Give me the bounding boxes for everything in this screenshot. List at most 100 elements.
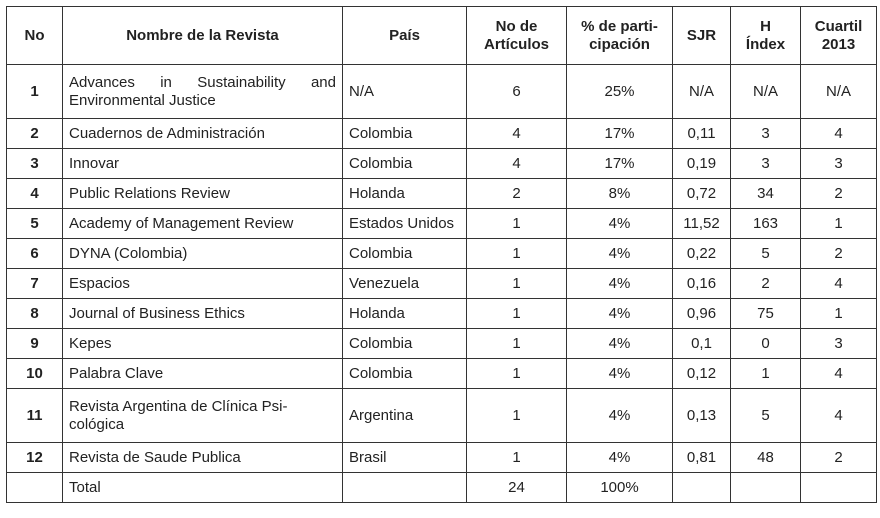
table-cell: 11 [6,388,63,443]
table-row: 1 Advances in Sustainability and Environm… [6,64,877,119]
table-cell: 5 [6,208,63,239]
table-row: 9 Kepes Colombia 1 4% 0,1 0 3 [6,328,877,359]
table-cell: Academy of Management Review [62,208,343,239]
table-cell [342,472,467,503]
table-cell: 8% [566,178,673,209]
table-cell: 0,1 [672,328,731,359]
column-header: H Índex [730,6,801,65]
table-cell: 3 [6,148,63,179]
column-header: Nombre de la Revista [62,6,343,65]
table-cell: Total [62,472,343,503]
table-row: 2 Cuadernos de Administración Colombia 4 17%… [6,118,877,149]
journal-table: No Nombre de la Revista País No de Artículo… [6,6,877,503]
table-cell: 1 [466,208,567,239]
table-cell: 5 [730,388,801,443]
table-cell: 1 [466,298,567,329]
table-cell: 0,13 [672,388,731,443]
table-cell: Revista Argentina de Clínica Psi- cológi… [62,388,343,443]
table-cell: 0,72 [672,178,731,209]
table-cell: 4 [466,148,567,179]
table-cell: N/A [730,64,801,119]
table-cell: Holanda [342,178,467,209]
table-cell: 4% [566,442,673,473]
table-row: Total 24 100% [6,472,877,503]
header-row: No Nombre de la Revista País No de Artículo… [6,6,877,65]
table-cell: Colombia [342,148,467,179]
table-row: 5 Academy of Management Review Estados Uni… [6,208,877,239]
column-header: No de Artículos [466,6,567,65]
table-cell: 0,16 [672,268,731,299]
column-header: Cuartil 2013 [800,6,877,65]
table-row: 8 Journal of Business Ethics Holanda 1 4% 0,9… [6,298,877,329]
table-cell: 0,81 [672,442,731,473]
table-cell: 0,11 [672,118,731,149]
table-cell: 4 [800,388,877,443]
table-row: 10 Palabra Clave Colombia 1 4% 0,12 1 4 [6,358,877,389]
table-cell: 1 [800,298,877,329]
table-cell: 48 [730,442,801,473]
table-cell [730,472,801,503]
table-cell: 4 [800,118,877,149]
table-row: 7 Espacios Venezuela 1 4% 0,16 2 4 [6,268,877,299]
table-cell: 1 [466,328,567,359]
column-header: País [342,6,467,65]
table-cell: 24 [466,472,567,503]
table-cell: Cuadernos de Administración [62,118,343,149]
table-cell: 1 [466,442,567,473]
table-cell: 17% [566,118,673,149]
table-cell: 2 [466,178,567,209]
table-cell [800,472,877,503]
table-cell: 3 [800,328,877,359]
table-cell: 4% [566,388,673,443]
table-cell: Advances in Sustainability and Environme… [62,64,343,119]
table-cell: N/A [342,64,467,119]
column-header: SJR [672,6,731,65]
table-cell: 1 [800,208,877,239]
table-cell: Innovar [62,148,343,179]
table-cell: Espacios [62,268,343,299]
table-cell: Colombia [342,328,467,359]
table-cell: 0 [730,328,801,359]
table-cell: 4 [6,178,63,209]
table-cell: 1 [466,358,567,389]
table-cell: Journal of Business Ethics [62,298,343,329]
table-cell: 34 [730,178,801,209]
table-cell: 10 [6,358,63,389]
table-cell: 8 [6,298,63,329]
table-cell: Palabra Clave [62,358,343,389]
table-cell: 3 [800,148,877,179]
table-cell: 2 [730,268,801,299]
table-cell: 4% [566,298,673,329]
table-cell: 1 [6,64,63,119]
table-row: 11 Revista Argentina de Clínica Psi- coló… [6,388,877,443]
table-cell: 1 [730,358,801,389]
table-cell: Revista de Saude Publica [62,442,343,473]
table-cell: 2 [6,118,63,149]
table-cell: 1 [466,268,567,299]
table-cell: 100% [566,472,673,503]
table-cell: Holanda [342,298,467,329]
table-cell: 2 [800,442,877,473]
column-header: No [6,6,63,65]
table-cell: 3 [730,148,801,179]
table-cell: 7 [6,268,63,299]
table-cell [672,472,731,503]
table-cell: 4% [566,268,673,299]
table-row: 12 Revista de Saude Publica Brasil 1 4% 0,81 4… [6,442,877,473]
table-cell: 4% [566,328,673,359]
table-cell: 17% [566,148,673,179]
table-body: 1 Advances in Sustainability and Environm… [6,64,877,503]
table-cell: Estados Unidos [342,208,467,239]
table-cell: 0,12 [672,358,731,389]
table-cell: N/A [800,64,877,119]
table-cell: 6 [466,64,567,119]
table-cell: 4% [566,358,673,389]
table-cell: 0,19 [672,148,731,179]
table-cell: 25% [566,64,673,119]
table-cell: Colombia [342,118,467,149]
table-cell: 1 [466,238,567,269]
table-cell: DYNA (Colombia) [62,238,343,269]
table-cell: 4% [566,208,673,239]
table-cell: 2 [800,238,877,269]
